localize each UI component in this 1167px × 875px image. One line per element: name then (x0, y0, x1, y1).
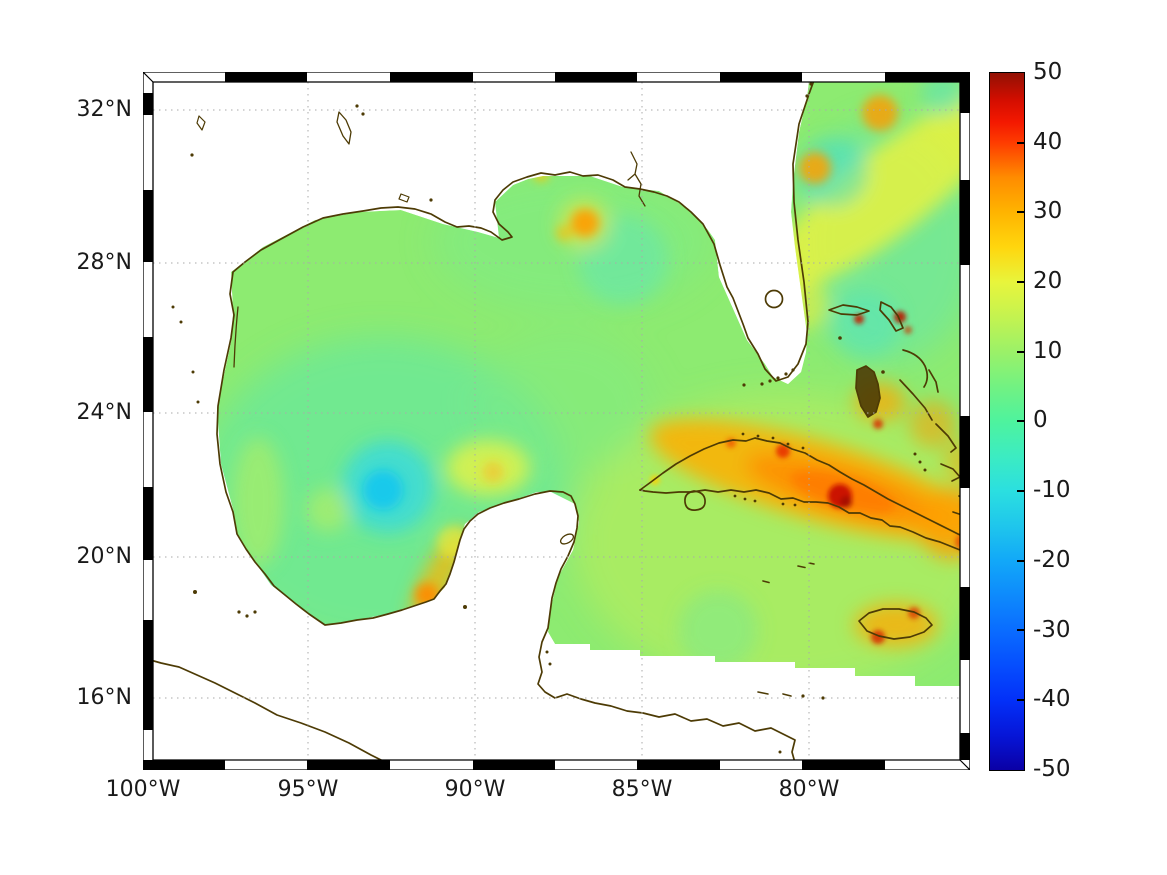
islet-dots (171, 82, 927, 764)
coastlines (143, 72, 970, 770)
colorbar-label-n10: -10 (1033, 477, 1071, 503)
data-field (217, 72, 970, 686)
lat-tick-24n: 24°N (76, 400, 132, 425)
lon-tick-80w: 80°W (778, 777, 840, 802)
colorbar-tick (1017, 351, 1024, 353)
colorbar-tick (1017, 490, 1024, 492)
colorbar-tick (1017, 420, 1024, 422)
map-plot (143, 72, 970, 770)
colorbar-label-n20: -20 (1033, 547, 1071, 573)
lon-tick-85w: 85°W (611, 777, 673, 802)
colorbar-label-10: 10 (1033, 338, 1063, 364)
map-frame (143, 72, 970, 770)
colorbar-label-n30: -30 (1033, 617, 1071, 643)
colorbar (989, 72, 1025, 771)
gridlines (153, 82, 960, 760)
lat-tick-20n: 20°N (76, 544, 132, 569)
colorbar-label-50: 50 (1033, 59, 1063, 85)
colorbar-tick (1017, 281, 1024, 283)
lon-tick-90w: 90°W (444, 777, 506, 802)
colorbar-tick (1017, 211, 1024, 213)
colorbar-label-20: 20 (1033, 268, 1063, 294)
colorbar-tick (1017, 629, 1024, 631)
colorbar-tick (1017, 699, 1024, 701)
lon-tick-95w: 95°W (277, 777, 339, 802)
colorbar-tick (1017, 142, 1024, 144)
colorbar-label-0: 0 (1033, 407, 1048, 433)
colorbar-tick (1017, 560, 1024, 562)
lon-tick-100w: 100°W (105, 777, 181, 802)
colorbar-label-n50: -50 (1033, 756, 1071, 782)
colorbar-label-n40: -40 (1033, 686, 1071, 712)
colorbar-label-40: 40 (1033, 129, 1063, 155)
colorbar-label-30: 30 (1033, 198, 1063, 224)
lat-tick-28n: 28°N (76, 250, 132, 275)
lat-tick-16n: 16°N (76, 685, 132, 710)
lat-tick-32n: 32°N (76, 97, 132, 122)
